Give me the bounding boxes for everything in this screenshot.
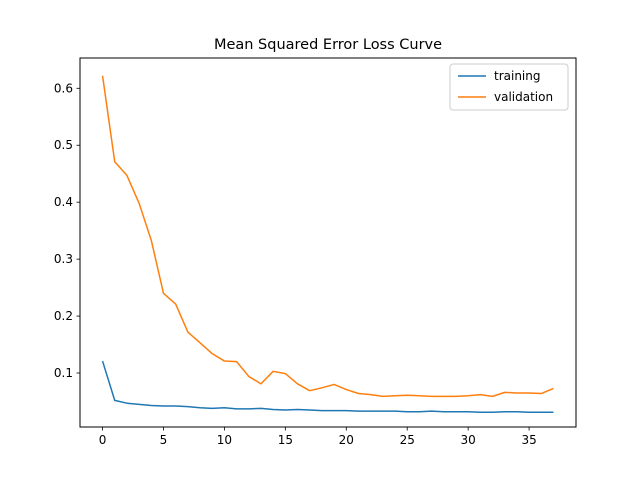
x-tick-label: 5 [160,433,168,447]
series-line-validation [101,75,554,398]
plot-axes: 0 5 10 15 20 25 30 35 0.1 0.2 0.3 0.4 0.5 0.6 [54,81,537,447]
y-tick-label: 0.2 [54,309,73,323]
chart-title: Mean Squared Error Loss Curve [214,37,442,53]
y-tick-label: 0.5 [54,138,73,152]
x-tick-label: 15 [278,433,293,447]
legend-label-validation: validation [494,90,553,104]
x-tick-label: 25 [400,433,415,447]
legend-label-training: training [494,69,541,83]
plot-frame [79,57,577,428]
x-tick-label: 0 [99,433,107,447]
x-tick-label: 30 [461,433,476,447]
y-tick-label: 0.3 [54,252,73,266]
series-layer [101,75,554,414]
series-line-training [101,360,554,414]
x-tick-label: 10 [217,433,232,447]
legend: training validation [449,63,569,111]
y-tick-label: 0.6 [54,81,73,95]
x-tick-label: 20 [339,433,354,447]
y-tick-label: 0.4 [54,195,73,209]
x-tick-label: 35 [521,433,536,447]
y-tick-label: 0.1 [54,366,73,380]
